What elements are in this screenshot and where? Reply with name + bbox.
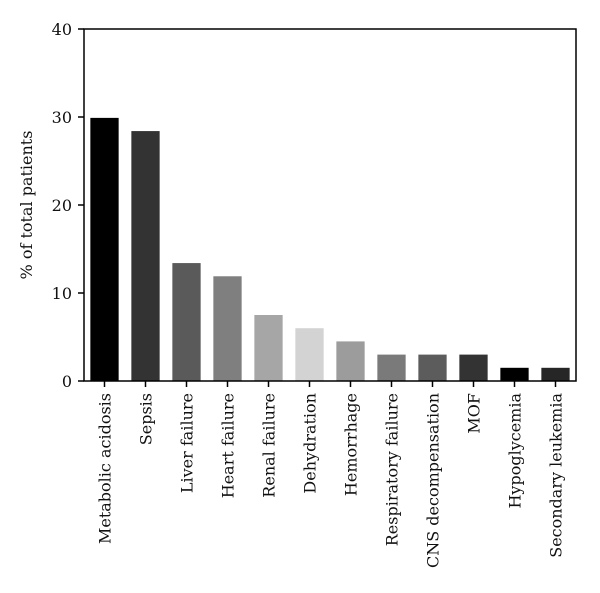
y-axis-title: % of total patients	[17, 131, 36, 280]
x-tick-label: Renal failure	[260, 393, 279, 498]
x-tick-label: CNS decompensation	[424, 393, 443, 568]
x-tick-label: Metabolic acidosis	[96, 393, 115, 544]
x-tick-label: Hemorrhage	[342, 393, 361, 496]
bar	[213, 276, 242, 381]
x-tick-label: Respiratory failure	[383, 393, 402, 546]
bar	[500, 367, 529, 381]
bar	[90, 117, 119, 381]
bar	[131, 131, 160, 381]
bar	[172, 263, 201, 381]
x-tick-label: Secondary leukemia	[547, 393, 566, 558]
x-tick-label: Dehydration	[301, 393, 320, 494]
y-tick-label: 40	[52, 20, 72, 39]
x-tick-label: Sepsis	[137, 393, 156, 445]
bar	[418, 354, 447, 381]
x-axis: Metabolic acidosis Sepsis Liver failure Hea…	[96, 381, 566, 568]
x-tick-label: Liver failure	[178, 393, 197, 493]
y-tick-label: 30	[52, 108, 72, 127]
y-tick-label: 20	[52, 196, 72, 215]
bar	[459, 354, 488, 381]
x-tick-label: Heart failure	[219, 393, 238, 498]
y-tick-label: 0	[62, 372, 72, 391]
bar	[336, 341, 365, 381]
bar	[541, 367, 570, 381]
x-tick-label: Hypoglycemia	[506, 393, 525, 509]
y-tick-label: 10	[52, 284, 72, 303]
y-axis: 0 10 20 30 40	[52, 20, 84, 391]
bar	[295, 328, 324, 381]
bar	[377, 354, 406, 381]
x-tick-label: MOF	[465, 393, 484, 434]
bar	[254, 315, 283, 381]
plot-area	[90, 117, 570, 381]
